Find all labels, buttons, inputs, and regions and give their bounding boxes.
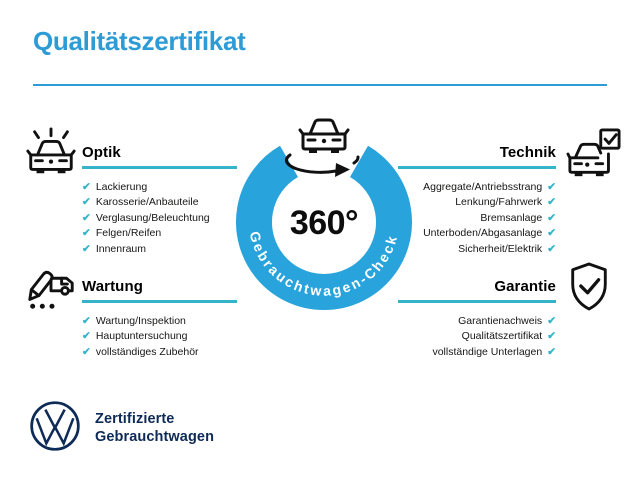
check-icon: ✔ — [82, 211, 91, 224]
shield-check-icon — [566, 261, 612, 318]
item-label: Innenraum — [95, 242, 147, 255]
check-item: Qualitätszertifikat ✔ — [398, 329, 556, 345]
car-checkbox-icon — [566, 127, 622, 186]
item-label: Qualitätszertifikat — [461, 330, 543, 342]
check-item: Garantienachweis ✔ — [398, 314, 556, 330]
car-rotation-icon — [285, 118, 360, 177]
item-label: Verglasung/Beleuchtung — [95, 211, 210, 224]
section-title: Optik — [82, 144, 121, 161]
item-label: Bremsanlage — [480, 211, 543, 224]
brand-line-2: Gebrauchtwagen — [95, 428, 215, 445]
check-icon: ✔ — [82, 242, 91, 255]
checklist: ✔ Wartung/Inspektion ✔ Hauptuntersuchung ✔ vo… — [82, 314, 237, 361]
item-label: Karosserie/Anbauteile — [95, 196, 199, 208]
section-title: Wartung — [82, 278, 143, 295]
check-item: ✔ Wartung/Inspektion — [82, 314, 237, 330]
check-icon: ✔ — [547, 227, 556, 239]
item-label: vollständige Unterlagen — [432, 345, 543, 358]
item-label: Lenkung/Fahrwerk — [455, 196, 543, 208]
brand-name: Zertifizierte Gebrauchtwagen — [95, 411, 214, 446]
item-label: Sicherheit/Elektrik — [458, 242, 543, 255]
item-label: Garantienachweis — [458, 314, 543, 327]
section-divider — [82, 166, 237, 169]
check-item: ✔ Hauptuntersuchung — [82, 329, 237, 345]
brand-footer: Zertifizierte Gebrauchtwagen — [28, 399, 214, 458]
car-front-shine-icon — [24, 124, 82, 187]
checklist: Garantienachweis ✔ Qualitätszertifikat ✔ vol… — [398, 314, 556, 361]
item-label: Aggregate/Antriebsstrang — [423, 180, 543, 193]
check-icon: ✔ — [547, 211, 556, 224]
brand-line-1: Zertifizierte — [95, 410, 175, 427]
check-icon: ✔ — [82, 227, 91, 239]
section-title: Technik — [499, 144, 556, 161]
check-item: Unterboden/Abgasanlage ✔ — [398, 226, 556, 242]
check-item: ✔ Lackierung — [82, 180, 237, 196]
section-wartung: Wartung ✔ Wartung/Inspektion ✔ Hauptuntersu… — [24, 256, 237, 360]
check-icon: ✔ — [82, 330, 91, 342]
degree-label: 360° — [290, 204, 358, 242]
360-check-badge: Gebrauchtwagen-Check 360° — [236, 118, 412, 310]
check-icon: ✔ — [82, 180, 91, 193]
section-title: Garantie — [494, 278, 556, 295]
check-icon: ✔ — [82, 314, 91, 327]
check-item: ✔ Karosserie/Anbauteile — [82, 195, 237, 211]
section-optik: Optik ✔ Lackierung ✔ Karosserie/Anbauteile ✔… — [24, 122, 237, 257]
section-divider — [398, 300, 556, 303]
item-label: Wartung/Inspektion — [95, 314, 186, 327]
check-item: vollständige Unterlagen ✔ — [398, 345, 556, 361]
check-item: ✔ Verglasung/Beleuchtung — [82, 211, 237, 227]
checklist: Aggregate/Antriebsstrang ✔ Lenkung/Fahrwer… — [398, 180, 556, 258]
item-label: Felgen/Reifen — [95, 227, 162, 239]
check-icon: ✔ — [547, 196, 556, 208]
item-label: Lackierung — [95, 180, 148, 193]
check-item: ✔ vollständiges Zubehör — [82, 345, 237, 361]
check-item: Aggregate/Antriebsstrang ✔ — [398, 180, 556, 196]
item-label: Unterboden/Abgasanlage — [423, 227, 543, 239]
section-divider — [398, 166, 556, 169]
section-technik: Technik Aggregate/Antriebsstrang ✔ Lenkung… — [398, 122, 622, 257]
item-label: Hauptuntersuchung — [95, 330, 188, 342]
check-icon: ✔ — [82, 345, 91, 358]
check-item: Lenkung/Fahrwerk ✔ — [398, 195, 556, 211]
check-icon: ✔ — [547, 330, 556, 342]
page-title: Qualitätszertifikat — [33, 26, 246, 56]
pencil-car-icon — [24, 258, 82, 317]
check-icon: ✔ — [547, 242, 556, 255]
section-garantie: Garantie Garantienachweis ✔ Qualitätszerti… — [398, 256, 612, 360]
check-icon: ✔ — [547, 314, 556, 327]
vw-logo-icon — [28, 399, 82, 458]
check-item: Sicherheit/Elektrik ✔ — [398, 242, 556, 258]
check-item: ✔ Felgen/Reifen — [82, 226, 237, 242]
check-icon: ✔ — [547, 180, 556, 193]
section-divider — [82, 300, 237, 303]
check-icon: ✔ — [82, 196, 91, 208]
checklist: ✔ Lackierung ✔ Karosserie/Anbauteile ✔ Vergla… — [82, 180, 237, 258]
check-icon: ✔ — [547, 345, 556, 358]
check-item: Bremsanlage ✔ — [398, 211, 556, 227]
check-item: ✔ Innenraum — [82, 242, 237, 258]
ring — [236, 145, 412, 310]
item-label: vollständiges Zubehör — [95, 345, 199, 358]
header-divider — [33, 84, 607, 86]
